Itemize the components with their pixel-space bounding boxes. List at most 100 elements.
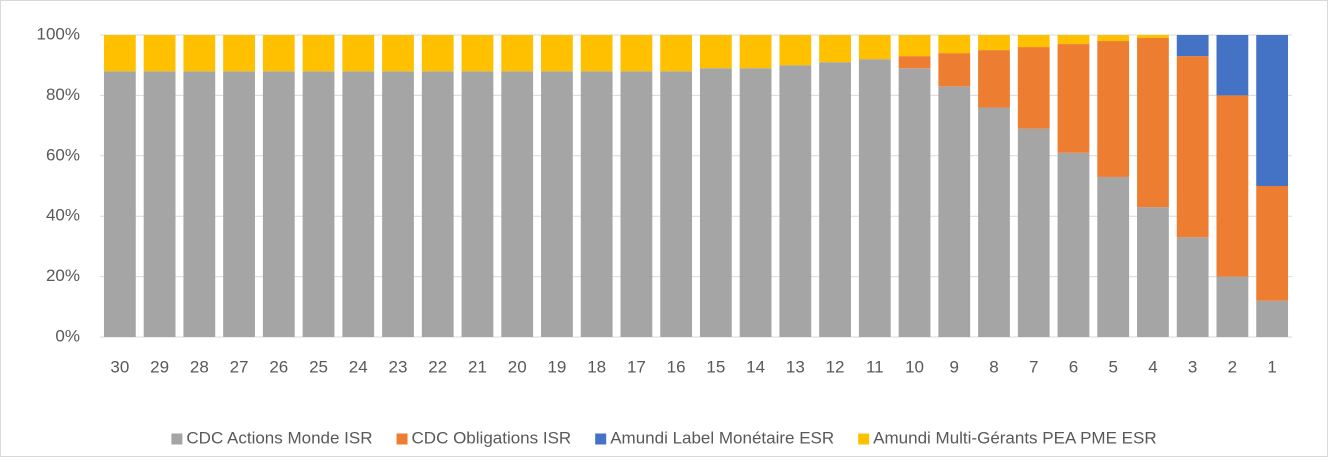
bar-segment	[103, 35, 136, 72]
bar-segment	[1017, 47, 1050, 129]
bar-segment	[1057, 44, 1090, 153]
bar-segment	[699, 68, 732, 337]
legend-swatch	[396, 433, 408, 445]
x-tick-label: 4	[1148, 357, 1157, 376]
x-tick-label: 12	[826, 357, 845, 376]
x-tick-label: 24	[349, 357, 368, 376]
bar-segment	[978, 107, 1010, 337]
bar-segment	[580, 71, 613, 338]
x-tick-label: 26	[269, 357, 288, 376]
x-tick-label: 3	[1188, 357, 1197, 376]
bar-segment	[382, 35, 414, 72]
x-tick-label: 17	[627, 357, 646, 376]
x-tick-label: 27	[230, 357, 249, 376]
bar-segment	[858, 35, 891, 60]
x-tick-label: 20	[508, 357, 527, 376]
bar-segment	[342, 35, 375, 72]
y-tick-label: 80%	[46, 85, 80, 104]
bar-segment	[501, 35, 534, 72]
bar-segment	[819, 62, 851, 338]
bar-segment	[541, 35, 573, 72]
x-tick-label: 9	[950, 357, 959, 376]
bar-segment	[620, 35, 653, 72]
bar-segment	[819, 35, 851, 63]
bar-segment	[779, 65, 812, 337]
bar-segment	[978, 50, 1010, 108]
legend-label: CDC Obligations ISR	[412, 428, 572, 447]
bar-segment	[1256, 186, 1289, 301]
legend-swatch	[171, 433, 183, 445]
x-tick-label: 1	[1267, 357, 1276, 376]
x-tick-label: 5	[1108, 357, 1117, 376]
bar-segment	[183, 71, 216, 338]
bar-segment	[660, 35, 693, 72]
bar-segment	[938, 35, 971, 54]
bar-segment	[660, 71, 693, 338]
bar-segment	[1216, 35, 1249, 96]
x-tick-label: 19	[547, 357, 566, 376]
legend-label: Amundi Label Monétaire ESR	[610, 428, 834, 447]
bar-segment	[978, 35, 1010, 51]
bar-segment	[739, 35, 772, 69]
bar-segment	[699, 35, 732, 69]
bar-segment	[1097, 35, 1130, 42]
bar-segment	[580, 35, 613, 72]
bar-segment	[1176, 237, 1209, 337]
bar-segment	[461, 71, 494, 338]
bar-segment	[342, 71, 375, 338]
bar-segment	[1137, 38, 1169, 208]
x-tick-label: 18	[587, 357, 606, 376]
bar-segment	[262, 35, 295, 72]
bar-segment	[103, 71, 136, 338]
x-tick-label: 2	[1228, 357, 1237, 376]
bar-segment	[223, 71, 255, 338]
bar-segment	[858, 59, 891, 337]
x-tick-label: 25	[309, 357, 328, 376]
x-tick-label: 16	[667, 357, 686, 376]
bar-segment	[1097, 176, 1130, 337]
x-tick-label: 28	[190, 357, 209, 376]
bar-segment	[183, 35, 216, 72]
x-tick-label: 14	[746, 357, 765, 376]
bar-segment	[898, 68, 931, 337]
x-tick-label: 13	[786, 357, 805, 376]
x-tick-label: 15	[706, 357, 725, 376]
y-tick-label: 60%	[46, 145, 80, 164]
x-tick-label: 22	[428, 357, 447, 376]
legend-label: Amundi Multi-Gérants PEA PME ESR	[873, 428, 1156, 447]
bar-segment	[938, 86, 971, 337]
bar-segment	[421, 35, 454, 72]
x-tick-label: 23	[389, 357, 408, 376]
bar-segment	[1017, 128, 1050, 337]
x-tick-label: 6	[1069, 357, 1078, 376]
y-tick-label: 0%	[55, 326, 80, 345]
legend-swatch	[858, 433, 870, 445]
bar-segment	[262, 71, 295, 338]
bar-segment	[1137, 35, 1169, 39]
y-tick-label: 100%	[37, 24, 80, 43]
y-tick-label: 20%	[46, 266, 80, 285]
bar-segment	[302, 71, 335, 338]
x-tick-label: 7	[1029, 357, 1038, 376]
x-tick-label: 30	[110, 357, 129, 376]
x-tick-label: 29	[150, 357, 169, 376]
bar-segment	[461, 35, 494, 72]
bar-segment	[938, 53, 971, 87]
bar-segment	[1057, 35, 1090, 45]
x-tick-label: 8	[989, 357, 998, 376]
bar-segment	[143, 71, 176, 338]
bar-segment	[1097, 41, 1130, 177]
bar-segment	[302, 35, 335, 72]
x-tick-label: 21	[468, 357, 487, 376]
bar-segment	[1216, 276, 1249, 337]
bar-segment	[501, 71, 534, 338]
bar-segment	[1256, 300, 1289, 337]
bar-segment	[1137, 207, 1169, 337]
bar-segment	[1176, 56, 1209, 238]
legend-swatch	[595, 433, 607, 445]
bar-segment	[541, 71, 573, 338]
bar-segment	[1057, 152, 1090, 337]
bar-segment	[620, 71, 653, 338]
y-tick-label: 40%	[46, 206, 80, 225]
